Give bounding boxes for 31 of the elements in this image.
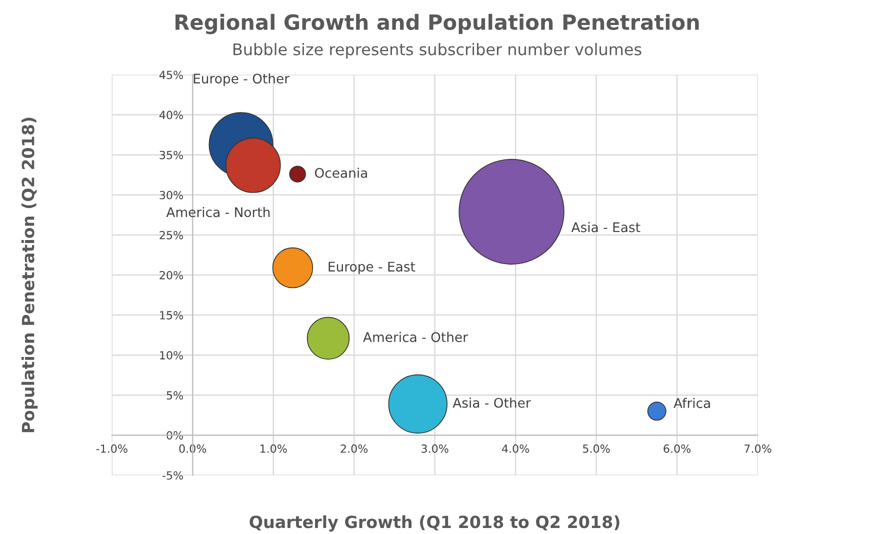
series-label: Africa [674, 398, 710, 408]
x-tick-label: 2.0% [340, 444, 368, 453]
y-tick-label: 30% [160, 190, 183, 200]
y-tick-label: 5% [166, 391, 183, 400]
x-tick-label: 4.0% [502, 444, 530, 453]
y-tick-label: 35% [160, 150, 183, 160]
y-tick-label: -5% [162, 471, 183, 480]
series-label: Asia - Other [452, 398, 531, 408]
y-tick-label: 45% [159, 70, 183, 80]
chart-title: Regional Growth and Population Penetration [176, 14, 699, 34]
x-tick-label: 5.0% [583, 444, 610, 453]
x-axis-title: Quarterly Growth (Q1 2018 to Q2 2018) [250, 515, 620, 532]
y-tick-label: 20% [160, 270, 183, 280]
series-label: America - North [166, 206, 270, 218]
series-label: Europe - East [328, 262, 416, 274]
y-tick-label: 15% [160, 311, 183, 320]
x-tick-label: 1.0% [260, 444, 287, 453]
series-label: Oceania [314, 168, 367, 178]
series-label: Asia - East [571, 222, 640, 232]
x-tick-label: 7.0% [744, 444, 772, 453]
x-tick-label: 6.0% [664, 444, 691, 453]
y-tick-label: 10% [160, 351, 183, 360]
chart-subtitle: Bubble size represents subscriber number volumes [234, 43, 642, 58]
x-tick-label: 3.0% [422, 444, 448, 453]
x-tick-label: -1.0% [96, 444, 128, 453]
y-tick-label: 25% [160, 230, 183, 240]
series-label: America - Other [363, 332, 468, 342]
x-tick-label: 0.0% [179, 444, 206, 453]
y-tick-label: 40% [159, 110, 183, 120]
text: Europe - Other [194, 73, 290, 86]
y-axis-title: Population Penetration (Q2 2018) [21, 118, 38, 432]
